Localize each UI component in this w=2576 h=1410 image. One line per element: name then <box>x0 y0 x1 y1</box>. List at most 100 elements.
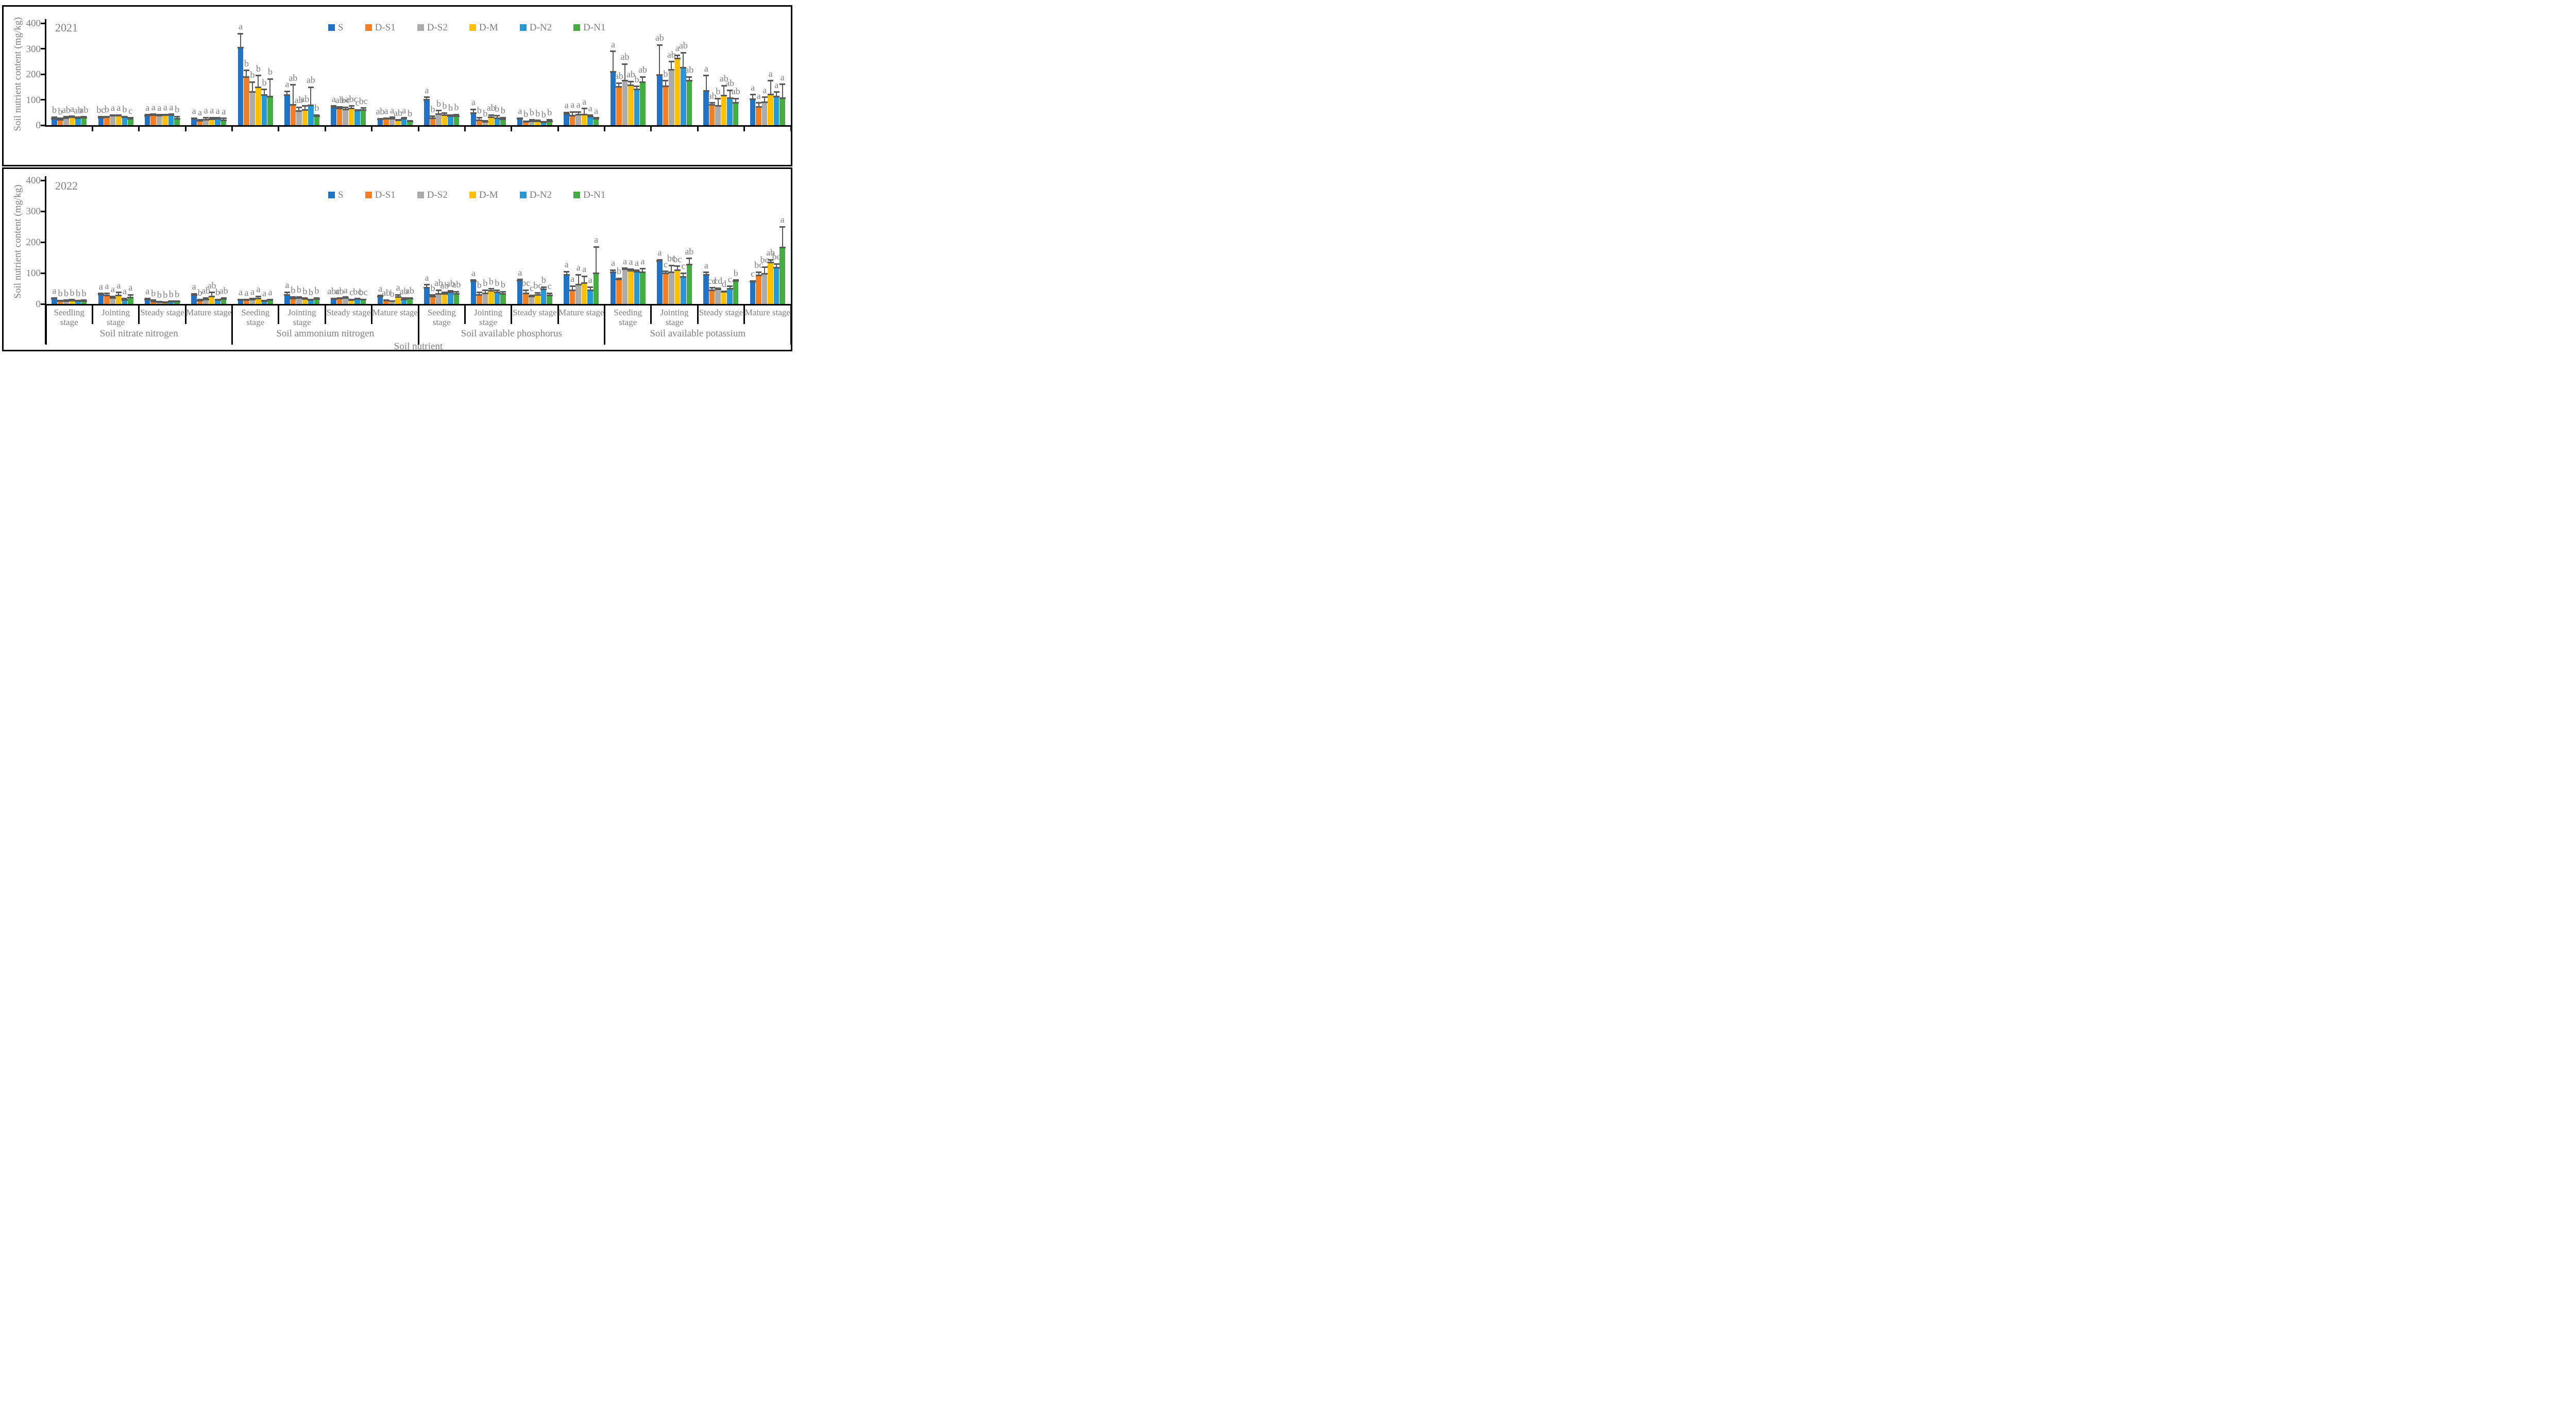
error-bar-upper-cap <box>191 293 197 295</box>
sig-letter: a <box>163 102 167 113</box>
error-bar-lower-cap <box>563 274 570 276</box>
legend-item-D-N1: D-N1 <box>573 23 605 32</box>
bar-D-S2 <box>669 272 674 304</box>
legend-item-D-S1: D-S1 <box>365 23 396 32</box>
bar-D-S2 <box>436 114 442 125</box>
error-bar-upper-cap <box>674 54 681 56</box>
error-bar-lower-cap <box>750 98 756 100</box>
legend-swatch-D-N1 <box>573 24 581 31</box>
error-bar-upper-cap <box>174 300 180 302</box>
error-bar-upper-cap <box>69 115 75 117</box>
sig-letter: a <box>151 101 156 112</box>
bar-D-N2 <box>75 118 81 125</box>
error-bar-lower-cap <box>726 287 733 290</box>
sig-letter: ab <box>335 285 344 296</box>
error-bar-lower-cap <box>202 118 209 121</box>
sig-letter: a <box>210 105 214 116</box>
bar-D-N2 <box>494 292 500 304</box>
sig-letter: a <box>256 284 261 295</box>
sig-letter: a <box>145 102 150 113</box>
error-bar-upper-cap <box>668 264 674 266</box>
error-bar-upper-cap <box>668 61 674 62</box>
error-bar-lower-cap <box>755 274 762 276</box>
error-bar <box>496 115 498 118</box>
y-tick-label: 100 <box>26 268 41 279</box>
bar-S <box>238 47 244 125</box>
error-bar <box>758 272 759 276</box>
bar-D-M <box>209 296 215 304</box>
error-bar-lower-cap <box>69 299 75 301</box>
error-bar-upper-cap <box>203 297 209 299</box>
plot-area-2021: 0 100 200 300 400 b b ab a ab ab bc b a a b c a a a a a b a a a a a… <box>4 7 792 165</box>
error-bar-lower-cap <box>476 294 483 296</box>
error-bar-lower-cap <box>680 276 687 278</box>
legend-swatch-D-M <box>469 191 476 198</box>
x-stage-label: Mature stage <box>558 308 604 317</box>
error-bar-lower-cap <box>488 290 495 292</box>
error-bar-upper-cap <box>360 107 366 109</box>
error-bar-upper-cap <box>423 96 430 98</box>
error-bar-lower-cap <box>197 299 204 301</box>
error-bar-lower-cap <box>609 71 616 73</box>
error-bar <box>426 284 428 288</box>
error-bar-lower-cap <box>587 289 594 291</box>
legend-item-D-S1: D-S1 <box>365 190 396 200</box>
bar-D-N2 <box>540 122 547 125</box>
error-bar-upper-cap <box>575 111 582 113</box>
bar-D-M <box>348 108 354 125</box>
error-bar-upper-cap <box>243 70 249 72</box>
error-bar-upper-cap <box>476 116 482 118</box>
error-bar-upper-cap <box>336 297 343 299</box>
error-bar-lower-cap <box>435 293 442 295</box>
sig-letter: a <box>751 82 755 93</box>
bar-D-N1 <box>733 281 739 304</box>
legend-2021: S D-S1 D-S2 D-M D-N2 D-N1 <box>328 22 605 32</box>
error-bar-upper-cap <box>773 91 779 93</box>
error-bar-upper-cap <box>494 115 500 117</box>
bar-D-S2 <box>203 299 209 304</box>
error-bar-lower-cap <box>686 264 692 266</box>
error-bar-upper-cap <box>243 299 249 301</box>
error-bar-lower-cap <box>628 84 634 86</box>
bar-S <box>191 295 197 304</box>
error-bar <box>490 115 492 117</box>
error-bar-upper-cap <box>656 259 663 261</box>
bar-D-N1 <box>686 80 692 125</box>
error-bar-upper-cap <box>221 297 227 299</box>
error-bar-lower-cap <box>243 76 250 78</box>
sig-letter: a <box>634 258 639 268</box>
bar-S <box>564 275 569 304</box>
bar-D-S1 <box>197 121 203 125</box>
sig-letter: b <box>454 102 459 113</box>
error-bar-upper-cap <box>308 86 314 88</box>
error-bar <box>363 108 364 110</box>
legend-item-D-N1: D-N1 <box>573 190 605 200</box>
x-nutrient-label: Soil available potassium <box>650 328 746 339</box>
sig-letter: b <box>52 105 57 115</box>
x-group-tick <box>697 127 699 131</box>
category-separator <box>417 305 419 345</box>
sig-letter: b <box>448 103 453 113</box>
error-bar-upper-cap <box>779 83 786 86</box>
legend-item-D-S2: D-S2 <box>417 190 448 200</box>
error-bar-upper-cap <box>535 292 541 294</box>
sig-letter: b <box>733 267 738 278</box>
bar-D-M <box>302 299 308 304</box>
error-bar-lower-cap <box>616 86 622 88</box>
legend-label: D-N2 <box>529 22 552 33</box>
error-bar-upper-cap <box>756 102 762 104</box>
error-bar-lower-cap <box>569 114 576 116</box>
sig-letter: ab <box>73 105 82 115</box>
sig-letter: b <box>296 284 301 295</box>
error-bar <box>729 286 731 289</box>
error-bar <box>549 293 550 296</box>
error-bar-upper-cap <box>343 106 349 108</box>
error-bar-lower-cap <box>529 295 535 297</box>
error-bar-lower-cap <box>733 102 739 104</box>
bar-D-N1 <box>453 294 460 304</box>
bar-D-M <box>395 297 401 304</box>
error-bar-lower-cap <box>121 299 128 301</box>
error-bar <box>636 86 637 90</box>
error-bar <box>770 260 771 263</box>
x-group-tick <box>650 127 652 131</box>
